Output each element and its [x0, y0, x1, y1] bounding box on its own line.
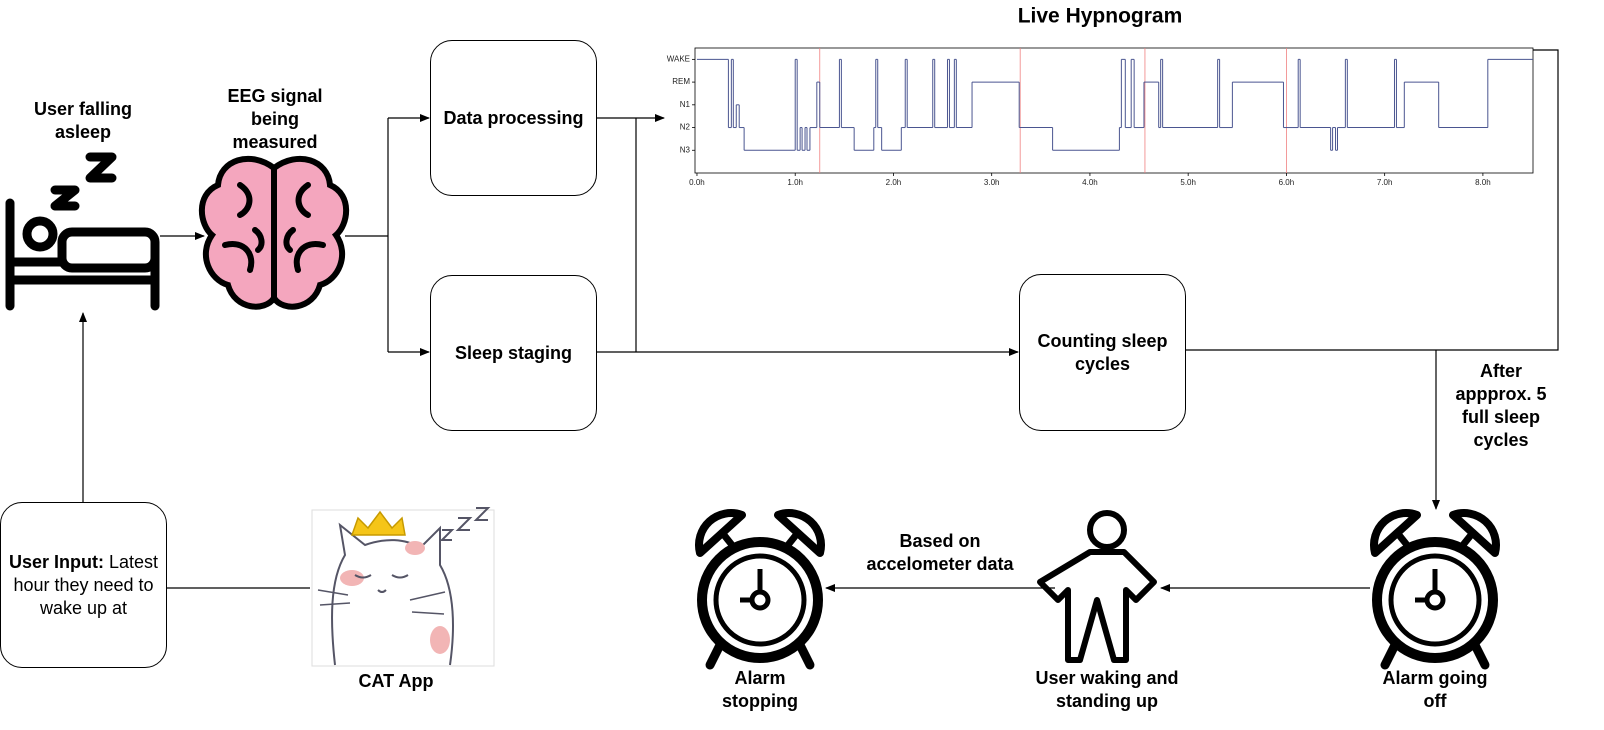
connectors	[79, 49, 1559, 592]
cat-app-label: CAT App	[358, 671, 434, 691]
x-tick-label: 1.0h	[787, 178, 803, 187]
sleep-staging-box: Sleep staging	[430, 275, 597, 431]
x-tick-label: 3.0h	[984, 178, 1000, 187]
x-tick-label: 6.0h	[1279, 178, 1295, 187]
alarm-going-off-icon	[1374, 513, 1496, 665]
user-input-box: User Input: Latest hour they need to wak…	[0, 502, 167, 668]
eeg-label: EEG signal being measured	[227, 86, 323, 152]
cat-app-image	[311, 507, 495, 667]
hypnogram-title: Live Hypnogram	[1018, 5, 1183, 28]
person-icon	[1037, 510, 1157, 663]
x-tick-label: 7.0h	[1377, 178, 1393, 187]
user-falling-asleep-label: User falling asleep	[33, 99, 133, 142]
plot-frame	[694, 47, 1534, 174]
alarm-going-off-label: Alarm going off	[1382, 668, 1488, 711]
alarm-stopping-label: Alarm stopping	[722, 668, 798, 711]
y-tick-label: WAKE	[667, 54, 690, 63]
user-input-lead: User Input:	[8, 551, 104, 572]
x-tick-label: 4.0h	[1082, 178, 1098, 187]
data-processing-box: Data processing	[430, 40, 597, 196]
user-waking-label: User waking and standing up	[1035, 668, 1179, 711]
user-input-text: User Input: Latest hour they need to wak…	[7, 551, 160, 620]
y-tick-label: N2	[680, 123, 691, 132]
x-tick-label: 5.0h	[1180, 178, 1196, 187]
x-tick-label: 2.0h	[886, 178, 902, 187]
x-tick-label: 0.0h	[689, 178, 705, 187]
x-tick-label: 8.0h	[1475, 178, 1491, 187]
bed-icon	[5, 152, 160, 311]
accelerometer-label: Based on accelometer data	[866, 531, 1014, 574]
hypnogram-chart: 0.0h 1.0h 2.0h 3.0h 4.0h 5.0h 6.0h 7.0h 8.0h WAKE…	[667, 47, 1534, 187]
y-tick-label: N1	[680, 100, 691, 109]
user-input-body: Latest hour they need to wake up at	[13, 551, 159, 618]
counting-box: Counting sleep cycles	[1019, 274, 1186, 431]
after-cycles-label: After appprox. 5 full sleep cycles	[1455, 361, 1547, 450]
brain-icon	[198, 156, 350, 310]
alarm-stopping-icon	[699, 513, 821, 665]
y-tick-label: REM	[672, 77, 690, 86]
y-tick-label: N3	[680, 145, 691, 154]
